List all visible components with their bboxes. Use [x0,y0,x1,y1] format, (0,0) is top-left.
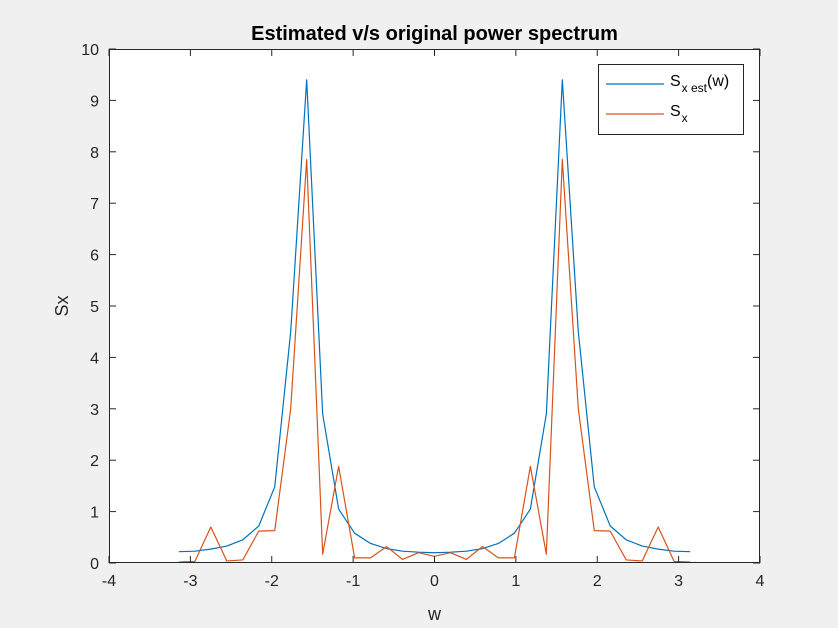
y-tick-label: 3 [90,402,99,419]
y-tick-label: 5 [90,299,99,316]
y-tick-label: 2 [90,453,99,470]
chart-title: Estimated v/s original power spectrum [251,23,618,45]
legend-label-1: Sx est(w) [670,73,729,95]
x-axis-ticks: -4 -3 -2 -1 0 1 2 3 4 [102,49,765,590]
legend-box [598,64,744,135]
legend-label-2: Sx [670,103,688,125]
x-tick-label: -1 [346,573,360,590]
y-tick-label: 7 [90,196,99,213]
x-axis-label: w [427,604,442,624]
x-tick-label: 3 [674,573,683,590]
y-tick-label: 8 [90,145,99,162]
y-tick-label: 1 [90,505,99,522]
y-axis-ticks: 0 1 2 3 4 5 6 7 8 9 10 [81,42,760,573]
y-tick-label: 4 [90,350,99,367]
y-axis-label: Sx [52,295,72,316]
y-tick-label: 9 [90,93,99,110]
y-tick-label: 6 [90,248,99,265]
x-tick-label: 4 [756,573,765,590]
y-tick-label: 0 [90,556,99,573]
x-tick-label: 2 [593,573,602,590]
x-tick-label: -3 [183,573,197,590]
legend: Sx est(w) Sx [598,64,744,135]
series-line-1 [178,79,691,554]
x-tick-label: 0 [430,573,439,590]
x-tick-label: 1 [511,573,520,590]
x-tick-label: -2 [265,573,279,590]
x-tick-label: -4 [102,573,116,590]
y-tick-label: 10 [81,42,99,59]
